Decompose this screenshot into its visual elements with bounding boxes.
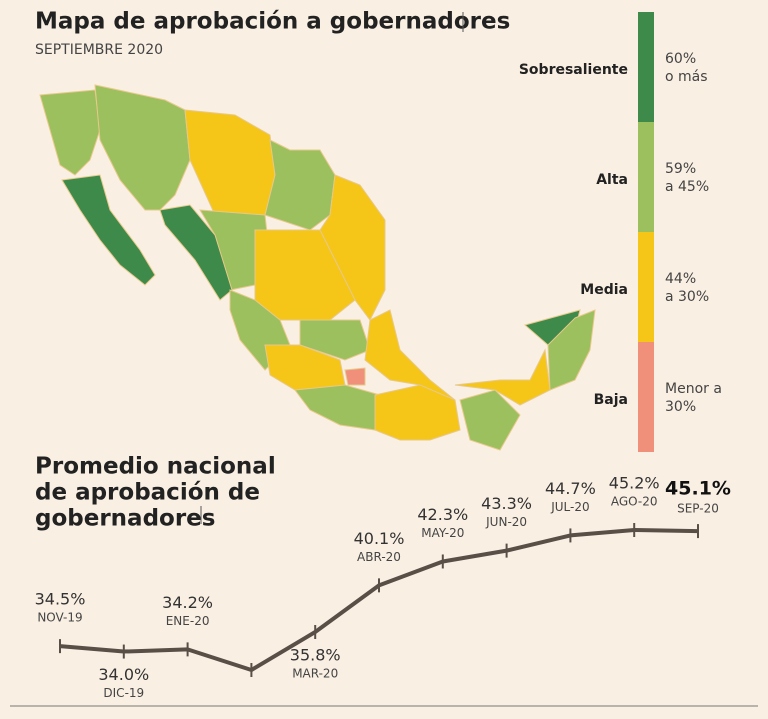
- state: [94, 84, 191, 211]
- value-label: 34.0%: [98, 665, 149, 684]
- value-label: 42.3%: [417, 505, 468, 524]
- value-label: 34.5%: [35, 590, 86, 609]
- legend-label: Media: [580, 282, 628, 298]
- state: [344, 367, 366, 386]
- map-title: Mapa de aprobación a gobernadores: [35, 9, 510, 35]
- category-label: DIC-19: [103, 686, 144, 700]
- category-label: JUN-20: [485, 515, 527, 529]
- state: [159, 204, 233, 301]
- legend-range: 59%: [665, 161, 696, 177]
- value-label: 45.1%: [665, 478, 731, 500]
- legend-range: a 45%: [665, 179, 709, 195]
- category-label: SEP-20: [677, 502, 719, 516]
- category-label: NOV-19: [37, 611, 82, 625]
- state: [459, 389, 521, 451]
- category-label: AGO-20: [611, 495, 658, 509]
- legend: Sobresaliente 60% o más Alta 59% a 45% Media 44…: [519, 12, 722, 452]
- legend-swatch: [638, 122, 654, 232]
- legend-swatch: [638, 342, 654, 452]
- value-label: 45.2%: [609, 474, 660, 493]
- mexico-map: [39, 84, 596, 451]
- state: [299, 319, 371, 361]
- chart-title-line: gobernadores: [35, 506, 215, 532]
- category-label: MAR-20: [292, 667, 338, 681]
- state: [454, 348, 551, 406]
- legend-range: a 30%: [665, 289, 709, 305]
- value-label: 44.7%: [545, 479, 596, 498]
- state: [374, 384, 461, 441]
- state: [264, 139, 336, 231]
- value-label: 35.8%: [290, 646, 341, 665]
- legend-label: Sobresaliente: [519, 62, 628, 78]
- category-label: ABR-20: [357, 550, 401, 564]
- chart-title-line: Promedio nacional: [35, 454, 276, 480]
- legend-range: Menor a: [665, 381, 722, 397]
- state: [319, 174, 386, 321]
- legend-label: Baja: [594, 392, 628, 408]
- value-label: 34.2%: [162, 593, 213, 612]
- legend-range: 30%: [665, 399, 696, 415]
- map-subtitle: SEPTIEMBRE 2020: [35, 42, 163, 58]
- legend-range: 44%: [665, 271, 696, 287]
- line-chart: 34.5% NOV-19 34.0% DIC-19 34.2% ENE-20 35.8% MA…: [35, 474, 731, 701]
- category-label: MAY-20: [421, 526, 464, 540]
- chart-title-line: de aprobación de: [35, 480, 260, 506]
- legend-label: Alta: [596, 172, 628, 188]
- category-label: ENE-20: [166, 614, 210, 628]
- legend-swatch: [638, 232, 654, 342]
- state: [547, 309, 596, 391]
- legend-range: o más: [665, 69, 708, 85]
- value-label: 40.1%: [354, 529, 405, 548]
- legend-range: 60%: [665, 51, 696, 67]
- legend-swatch: [638, 12, 654, 122]
- value-label: 43.3%: [481, 494, 532, 513]
- category-label: JUL-20: [550, 500, 589, 514]
- state: [61, 174, 156, 286]
